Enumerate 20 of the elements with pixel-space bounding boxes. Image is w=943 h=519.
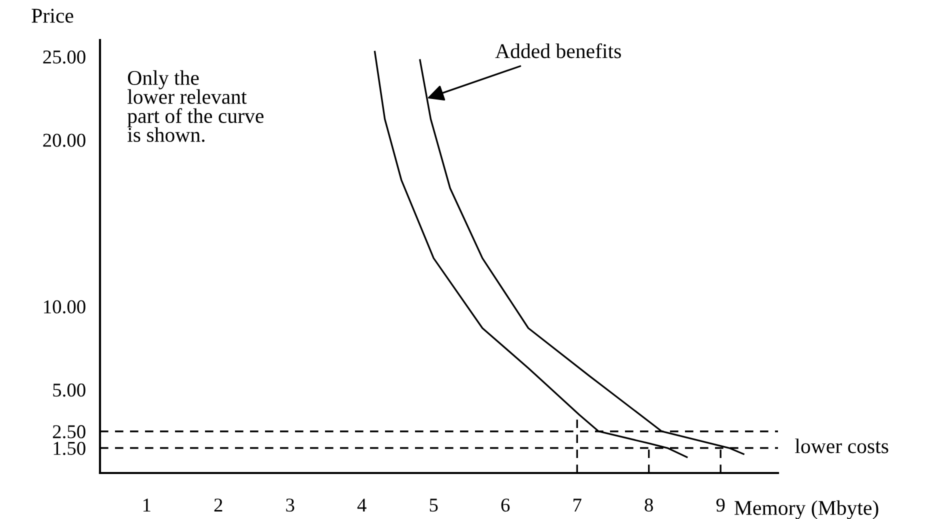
x-tick-label: 7	[574, 498, 582, 512]
x-tick-label: 9	[716, 498, 725, 512]
y-tick-label: 1.50	[54, 442, 86, 456]
x-tick-label: 2	[214, 498, 222, 512]
x-tick-label: 1	[143, 498, 150, 512]
y-tick-label: 5.00	[53, 384, 86, 397]
x-tick-label: 3	[286, 498, 294, 512]
y-axis-title: Price	[32, 8, 74, 23]
y-tick-label: 20.00	[43, 134, 86, 147]
y-tick-label: 10.00	[44, 300, 86, 314]
x-tick-label: 8	[644, 498, 653, 512]
y-tick-label: 2.50	[52, 425, 86, 438]
x-axis-title: Memory (Mbyte)	[734, 500, 878, 519]
ref-line-label: lower costs	[795, 438, 888, 454]
annotation: Added benefits	[495, 43, 621, 58]
y-tick-label: 25.00	[43, 50, 86, 64]
x-tick-label: 4	[357, 498, 366, 512]
x-tick-label: 6	[501, 498, 510, 512]
annotation: Only the lower relevant part of the curve is shown.	[127, 70, 264, 142]
x-tick-label: 5	[430, 498, 438, 512]
